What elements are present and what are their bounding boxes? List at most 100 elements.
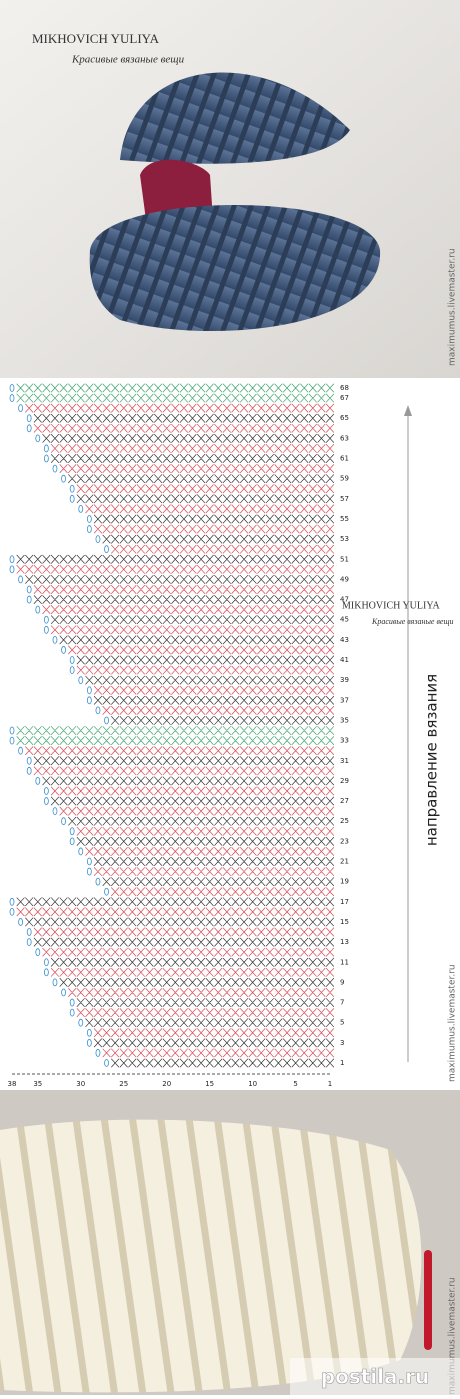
stitch-row xyxy=(50,615,335,625)
chain-stitch xyxy=(18,575,23,584)
stitch-row xyxy=(33,595,335,605)
chain-stitch xyxy=(26,766,32,775)
stitch-row xyxy=(76,998,335,1008)
chain-stitch xyxy=(43,615,49,624)
column-number: 10 xyxy=(248,1080,257,1088)
stitch-row xyxy=(59,977,335,987)
column-number: 38 xyxy=(8,1080,17,1088)
stitch-row xyxy=(93,857,335,866)
chain-stitch xyxy=(69,656,75,664)
stitch-row xyxy=(93,685,335,695)
chain-stitch xyxy=(43,797,49,805)
stitch-row xyxy=(76,826,335,836)
stitch-row xyxy=(50,967,335,977)
chain-stitch xyxy=(43,625,49,634)
row-number: 55 xyxy=(340,515,349,523)
row-number: 31 xyxy=(340,757,349,765)
row-number: 43 xyxy=(340,636,349,644)
stitch-row xyxy=(16,736,335,746)
chain-stitch xyxy=(69,827,75,836)
stitch-row xyxy=(50,625,335,635)
stitch-row xyxy=(111,544,335,554)
chain-stitch xyxy=(26,938,32,947)
row-number: 65 xyxy=(340,414,349,422)
stitch-grid xyxy=(9,383,335,1068)
chain-stitch xyxy=(86,515,92,523)
stitch-row xyxy=(93,1028,335,1038)
row-number: 19 xyxy=(340,878,349,886)
stitch-row xyxy=(68,645,335,655)
stitch-row xyxy=(59,635,335,645)
row-number: 9 xyxy=(340,978,344,986)
row-number: 61 xyxy=(340,455,349,463)
row-number: 23 xyxy=(340,837,349,845)
chain-stitch xyxy=(43,787,49,795)
chain-stitch xyxy=(104,887,109,896)
row-number: 49 xyxy=(340,575,349,583)
chain-stitch xyxy=(26,595,32,604)
stitch-row xyxy=(102,1048,335,1058)
stitch-row xyxy=(33,423,335,433)
cowl xyxy=(89,205,381,332)
chain-stitch xyxy=(18,746,23,755)
stitch-row xyxy=(16,907,335,917)
stitch-row xyxy=(85,1018,335,1028)
row-number: 67 xyxy=(340,394,349,402)
chain-stitch xyxy=(95,535,101,544)
row-number: 21 xyxy=(340,858,349,866)
stitch-row xyxy=(93,524,335,534)
stitch-row xyxy=(16,564,335,574)
chain-stitch xyxy=(95,706,101,715)
stitch-row xyxy=(16,726,335,736)
stitch-row xyxy=(42,605,335,615)
stitch-row xyxy=(68,988,335,997)
chain-stitch xyxy=(104,1059,109,1067)
stitch-row xyxy=(102,877,335,887)
watermark: maximumus.livemaster.ru xyxy=(448,964,458,1082)
chain-stitch xyxy=(104,545,109,554)
row-number: 29 xyxy=(340,777,349,785)
chain-stitch xyxy=(35,434,41,443)
row-number: 59 xyxy=(340,475,349,483)
column-number: 1 xyxy=(328,1080,332,1088)
stitch-row xyxy=(93,514,335,524)
chain-stitch xyxy=(78,676,84,685)
row-number: 27 xyxy=(340,797,349,805)
chain-stitch xyxy=(86,857,92,866)
column-number: 35 xyxy=(33,1080,42,1088)
stitch-row xyxy=(76,484,335,494)
stitch-row xyxy=(85,846,335,856)
stitch-row xyxy=(93,1038,335,1048)
column-number: 25 xyxy=(119,1080,128,1088)
chain-stitch xyxy=(86,867,92,876)
direction-label: направление вязания xyxy=(423,674,441,846)
row-number: 33 xyxy=(340,737,349,745)
chain-stitch xyxy=(35,605,41,614)
chain-stitch xyxy=(26,928,32,936)
chain-stitch xyxy=(61,474,66,483)
watermark: maximumus.livemaster.ru xyxy=(448,248,458,366)
chain-stitch xyxy=(95,1049,101,1057)
row-number: 45 xyxy=(340,616,349,624)
watermark: maximumus.livemaster.ru xyxy=(448,1277,458,1395)
stitch-row xyxy=(42,947,335,957)
stitch-row xyxy=(50,957,335,967)
chain-stitch xyxy=(86,525,92,533)
stitch-row xyxy=(16,393,335,403)
arrow-head xyxy=(404,405,412,416)
chain-stitch xyxy=(69,666,75,674)
chain-stitch xyxy=(69,484,75,493)
stitch-row xyxy=(102,705,335,715)
chain-stitch xyxy=(61,988,66,997)
chain-stitch xyxy=(95,877,101,886)
chain-stitch xyxy=(43,968,49,977)
chain-stitch xyxy=(35,948,41,957)
stitch-row xyxy=(76,836,335,846)
row-number: 47 xyxy=(340,596,349,604)
row-number: 17 xyxy=(340,898,349,906)
chain-stitch xyxy=(26,756,32,765)
chain-stitch xyxy=(69,494,75,503)
chain-stitch xyxy=(18,404,23,413)
stitch-row xyxy=(68,816,335,826)
row-number: 53 xyxy=(340,535,349,543)
